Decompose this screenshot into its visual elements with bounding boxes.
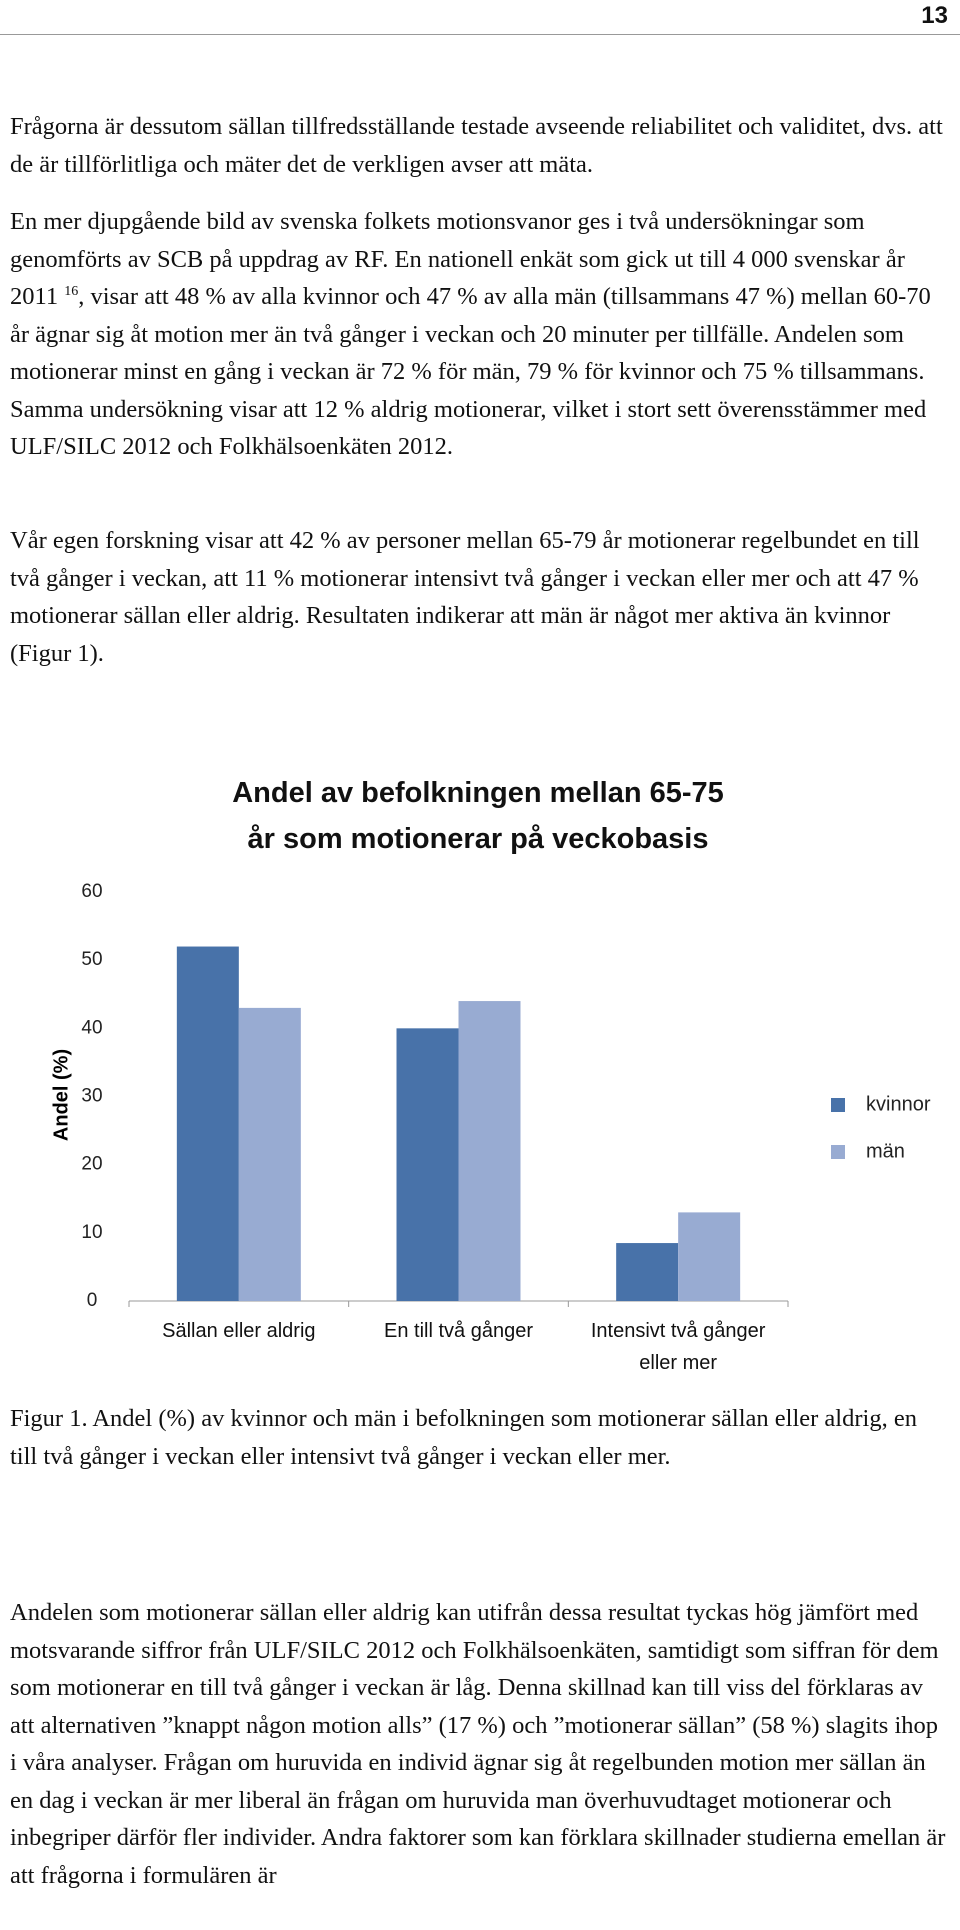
x-tick-label: En till två gånger [384, 1320, 533, 1342]
bar [238, 1007, 301, 1301]
bar [616, 1243, 679, 1301]
y-tick-label: 50 [81, 949, 102, 970]
bar [678, 1212, 741, 1301]
paragraph: Andelen som motionerar sällan eller aldr… [10, 1599, 946, 1889]
bar [176, 946, 239, 1301]
bar [396, 1028, 459, 1301]
paragraph: En mer djupgående bild av svenska folket… [10, 203, 948, 466]
y-tick-label: 10 [81, 1222, 102, 1243]
header-rule [0, 34, 960, 35]
chart-title: Andel av befolkningen mellan 65-75 år so… [232, 777, 724, 855]
bar [458, 1001, 521, 1301]
legend-label: män [866, 1140, 905, 1162]
legend-swatch [831, 1098, 845, 1112]
y-tick-label: 20 [81, 1154, 102, 1175]
y-tick-label: 0 [87, 1290, 98, 1311]
legend-swatch [831, 1145, 845, 1159]
y-tick-label: 60 [81, 881, 102, 902]
paragraph-text: En mer djupgående bild av svenska folket… [10, 208, 905, 310]
y-axis-label: Andel (%) [50, 1049, 72, 1141]
figure-caption: Figur 1. Andel (%) av kvinnor och män i … [10, 1405, 917, 1470]
y-tick-label: 30 [81, 1086, 102, 1107]
paragraph: Vår egen forskning visar att 42 % av per… [10, 527, 920, 667]
chart-svg: Andel (%) 0 10 20 30 40 50 60 kvinnor män [50, 881, 931, 1311]
paragraph-text: , visar att 48 % av alla kvinnor och 47 … [10, 283, 931, 460]
y-tick-label: 40 [81, 1017, 102, 1038]
chart: Andel (%) 0 10 20 30 40 50 60 kvinnor män Andel a… [0, 750, 960, 1400]
x-tick-label: Intensivt två gånger eller mer [590, 1320, 766, 1374]
page-number: 13 [921, 2, 948, 29]
x-tick-label: Sällan eller aldrig [162, 1320, 316, 1342]
paragraph: Frågorna är dessutom sällan tillfredsstä… [10, 113, 943, 178]
footnote-ref: 16 [64, 283, 79, 299]
legend-label: kvinnor [866, 1093, 931, 1115]
